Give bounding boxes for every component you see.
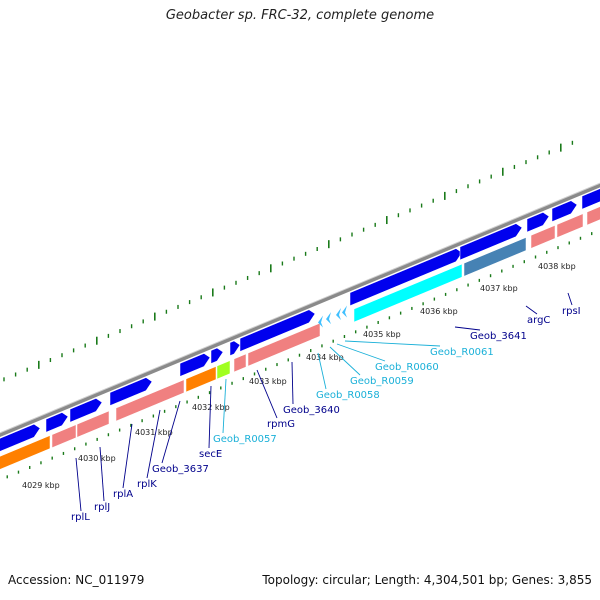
label-leader [344, 340, 441, 347]
gene-label: Geob_R0060 [375, 362, 439, 373]
scale-label: 4032 kbp [192, 403, 230, 412]
gene-label: Geob_3640 [283, 405, 340, 416]
cds-feature [459, 223, 523, 261]
gene-label: Geob_3641 [470, 331, 527, 342]
genome-backbone-highlight [0, 182, 600, 434]
genome-backbone [0, 182, 600, 438]
cds-feature [239, 309, 316, 352]
cds-feature [229, 340, 241, 357]
cds-feature [349, 248, 463, 307]
label-leader [208, 385, 212, 449]
scale-label: 4036 kbp [420, 307, 458, 316]
cds-feature [556, 213, 584, 238]
cds-feature [247, 322, 321, 367]
gene-label: rpsI [562, 306, 581, 317]
gene-label: secE [199, 449, 222, 460]
scale-label: 4031 kbp [135, 428, 173, 437]
cds-feature [76, 410, 110, 438]
label-leader [329, 346, 361, 376]
label-leader [336, 343, 386, 362]
label-leader [317, 352, 327, 390]
gene-label: Geob_R0059 [350, 376, 414, 387]
inner-tick-marks [6, 232, 593, 479]
gene-label: Geob_3637 [152, 464, 209, 475]
label-leader [122, 423, 133, 489]
feature-track [0, 188, 600, 470]
label-leader [525, 305, 538, 315]
cds-feature [0, 435, 51, 470]
cds-feature [210, 347, 224, 364]
cds-feature [115, 379, 185, 422]
scale-label: 4037 kbp [480, 284, 518, 293]
gene-label: Geob_R0061 [430, 347, 494, 358]
label-leader [99, 446, 105, 502]
map-title: Geobacter sp. FRC-32, complete genome [165, 8, 435, 23]
scale-label: 4034 kbp [306, 353, 344, 362]
outer-tick-marks [3, 140, 574, 382]
gene-label: rpmG [267, 419, 295, 430]
cds-feature [69, 398, 103, 423]
scale-labels: 4029 kbp 4030 kbp 4031 kbp 4032 kbp 4033 kbp… [22, 262, 576, 490]
gene-label: Geob_R0058 [316, 390, 380, 401]
cds-feature [0, 423, 41, 452]
cds-feature [586, 206, 600, 226]
cds-feature [109, 377, 153, 406]
label-leader [291, 361, 294, 405]
label-leader [222, 378, 227, 434]
cds-feature [51, 424, 77, 449]
cds-feature [216, 360, 231, 380]
cds-feature [526, 212, 550, 233]
cds-feature [530, 225, 556, 249]
rna-feature [353, 263, 463, 323]
cds-feature [45, 412, 69, 433]
label-leaders [75, 292, 573, 512]
trna-feature [318, 315, 323, 328]
gene-label: rplL [71, 512, 90, 523]
gene-label: argC [527, 315, 550, 326]
label-leader [256, 369, 278, 419]
genome-stats-text: Topology: circular; Length: 4,304,501 bp… [262, 573, 592, 587]
scale-label: 4030 kbp [78, 454, 116, 463]
scale-label: 4029 kbp [22, 481, 60, 490]
label-leader [75, 457, 82, 512]
accession-text: Accession: NC_011979 [8, 573, 145, 587]
label-leader [161, 400, 181, 464]
cds-feature [233, 353, 247, 373]
cds-feature [581, 188, 600, 210]
scale-label: 4035 kbp [363, 330, 401, 339]
cds-feature [179, 353, 211, 377]
gene-label: rplJ [94, 502, 110, 513]
scale-label: 4038 kbp [538, 262, 576, 271]
label-leader [146, 409, 161, 479]
gene-label: rplK [137, 479, 157, 490]
scale-label: 4033 kbp [249, 377, 287, 386]
gene-label: Geob_R0057 [213, 434, 277, 445]
gene-label: rplA [113, 489, 133, 500]
trna-feature [326, 312, 331, 325]
label-leader [454, 326, 481, 331]
cds-feature [551, 200, 578, 223]
cds-feature [463, 237, 527, 277]
trna-feature [336, 308, 341, 321]
label-leader [567, 292, 573, 306]
trna-feature [342, 305, 347, 318]
cds-feature [185, 366, 217, 393]
